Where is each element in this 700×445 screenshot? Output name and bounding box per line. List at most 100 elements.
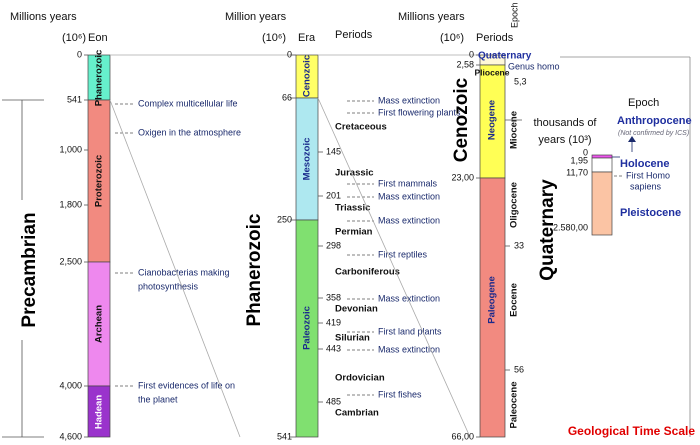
tick-label: 1,800 bbox=[59, 199, 82, 209]
epoch-label: Miocene bbox=[509, 111, 520, 149]
period-label: Neogene bbox=[487, 100, 498, 140]
event: Mass extinction bbox=[378, 344, 440, 354]
tick-label: 66 bbox=[282, 92, 292, 102]
tick-label: 23,00 bbox=[451, 172, 474, 182]
period-label: Paleogene bbox=[487, 276, 498, 324]
event: sapiens bbox=[630, 181, 662, 191]
epoch-label: Pleistocene bbox=[620, 207, 681, 219]
event: First land plants bbox=[378, 326, 442, 336]
event: the planet bbox=[138, 394, 178, 404]
unit: (10⁶) bbox=[262, 32, 286, 44]
band bbox=[591, 171, 613, 236]
event: First reptiles bbox=[378, 249, 428, 259]
band bbox=[479, 64, 506, 179]
tick-label: 298 bbox=[326, 240, 341, 250]
unit: thousands of bbox=[534, 117, 598, 129]
band bbox=[479, 177, 506, 438]
epoch-label: Oligocene bbox=[509, 182, 520, 228]
eon-label: Archean bbox=[94, 305, 105, 343]
event: Mass extinction bbox=[378, 215, 440, 225]
header: Epoch bbox=[509, 2, 519, 28]
band bbox=[591, 154, 613, 159]
tick-label: 443 bbox=[326, 343, 341, 353]
tick-label: 2,500 bbox=[59, 256, 82, 266]
tick-label: 2,58 bbox=[456, 59, 474, 69]
connector bbox=[317, 97, 471, 438]
note: (Not confirmed by ICS) bbox=[618, 130, 689, 137]
period-label: Devonian bbox=[335, 304, 378, 315]
tick-label: 33 bbox=[514, 240, 524, 250]
band bbox=[87, 385, 111, 438]
epoch-label: Pliocene bbox=[475, 67, 510, 77]
period-label: Silurian bbox=[335, 333, 370, 344]
tick-label: 2.580,00 bbox=[553, 222, 588, 232]
header: Periods bbox=[476, 32, 514, 44]
big-label: Cenozoic bbox=[451, 77, 472, 162]
event: Cianobacterias making bbox=[138, 267, 230, 277]
tick-label: 4,600 bbox=[59, 431, 82, 441]
header: Periods bbox=[335, 29, 373, 41]
event: Mass extinction bbox=[378, 191, 440, 201]
period-label: Quaternary bbox=[478, 51, 532, 62]
tick-label: 485 bbox=[326, 396, 341, 406]
unit: (10⁶) bbox=[62, 32, 86, 44]
tick-label: 541 bbox=[67, 94, 82, 104]
tick-label: 0 bbox=[469, 49, 474, 59]
tick-label: 201 bbox=[326, 190, 341, 200]
event: Complex multicellular life bbox=[138, 98, 238, 108]
era-label: Mesozoic bbox=[302, 138, 313, 181]
tick-label: 4,000 bbox=[59, 380, 82, 390]
tick-label: 419 bbox=[326, 317, 341, 327]
header: Millions years bbox=[10, 11, 77, 23]
band bbox=[591, 157, 613, 173]
eon-label: Phanerozoic bbox=[94, 50, 105, 107]
tick-label: 66,00 bbox=[451, 431, 474, 441]
event: First flowering plants bbox=[378, 107, 461, 117]
period-label: Permian bbox=[335, 227, 373, 238]
tick-label: 250 bbox=[277, 214, 292, 224]
tick-label: 0 bbox=[287, 49, 292, 59]
event: photosynthesis bbox=[138, 281, 199, 291]
header: Era bbox=[298, 32, 316, 44]
era-label: Paleozoic bbox=[302, 306, 313, 350]
header: Millions years bbox=[398, 11, 465, 23]
event: Mass extinction bbox=[378, 293, 440, 303]
tick-label: 0 bbox=[583, 147, 588, 157]
eon-label: Hadean bbox=[94, 395, 105, 430]
tick-label: 541 bbox=[277, 431, 292, 441]
event: First fishes bbox=[378, 389, 422, 399]
epoch-label: Holocene bbox=[620, 158, 670, 170]
footer: Geological Time Scale bbox=[568, 424, 695, 438]
epoch-label: Paleocene bbox=[509, 382, 520, 429]
event: Mass extinction bbox=[378, 95, 440, 105]
header: Million years bbox=[225, 11, 287, 23]
event: First mammals bbox=[378, 178, 437, 188]
big-label: Precambrian bbox=[19, 212, 40, 327]
epoch-label: Anthropocene bbox=[617, 115, 692, 127]
big-label: Phanerozoic bbox=[244, 213, 265, 326]
band bbox=[295, 219, 319, 438]
period-label: Triassic bbox=[335, 203, 370, 214]
tick-label: 5,3 bbox=[514, 76, 527, 86]
period-label: Jurassic bbox=[335, 168, 374, 179]
period-label: Carboniferous bbox=[335, 267, 400, 278]
eon-label: Proterozoic bbox=[94, 155, 105, 207]
tick-label: 11,70 bbox=[566, 167, 588, 177]
tick-label: 0 bbox=[77, 49, 82, 59]
arrow-head bbox=[628, 136, 636, 142]
big-label: Quaternary bbox=[537, 179, 558, 281]
unit: (10⁶) bbox=[440, 32, 464, 44]
note: Genus homo bbox=[508, 61, 560, 71]
tick-label: 1,95 bbox=[570, 155, 588, 165]
connector bbox=[109, 99, 241, 438]
event: Oxigen in the atmosphere bbox=[138, 127, 241, 137]
period-label: Cambrian bbox=[335, 408, 379, 419]
event: First evidences of life on bbox=[138, 380, 235, 390]
header: Epoch bbox=[628, 97, 659, 109]
tick-label: 145 bbox=[326, 146, 341, 156]
period-label: Cretaceous bbox=[335, 122, 387, 133]
event: First Homo bbox=[626, 170, 670, 180]
tick-label: 358 bbox=[326, 292, 341, 302]
unit: years (10³) bbox=[538, 134, 591, 146]
